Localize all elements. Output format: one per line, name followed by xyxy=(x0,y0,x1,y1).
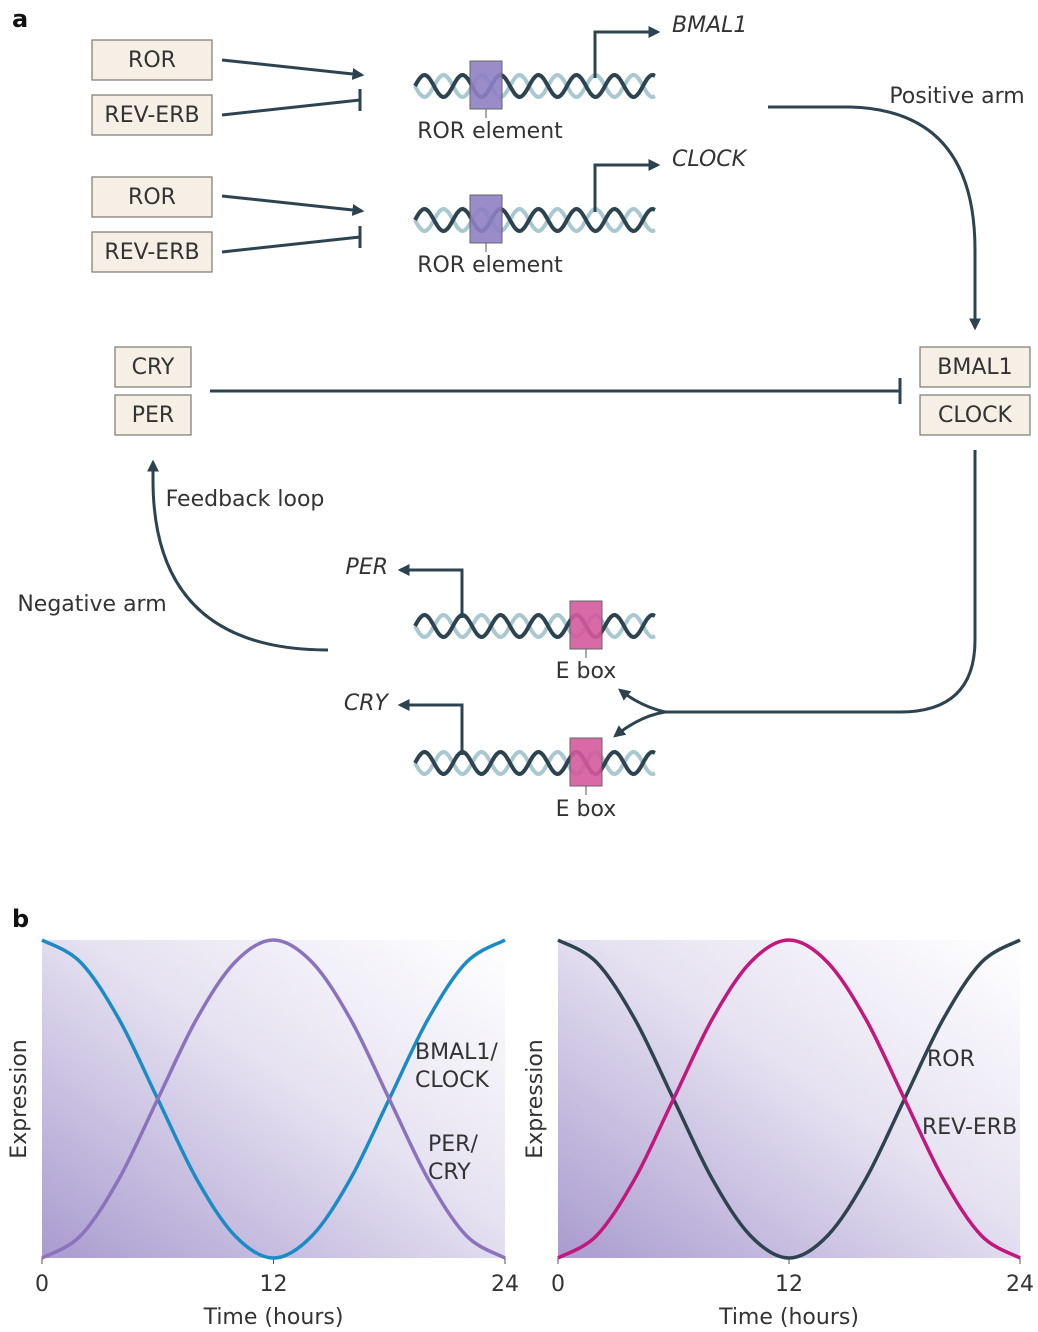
gene-label: CRY xyxy=(344,691,390,716)
series-label: REV-ERB xyxy=(922,1115,1017,1140)
series-label: ROR xyxy=(927,1047,975,1072)
activation-arrow xyxy=(222,60,362,75)
plot-background xyxy=(42,940,505,1258)
x-tick-label: 12 xyxy=(775,1272,803,1297)
panel-label: b xyxy=(12,905,29,933)
gene-arrow xyxy=(400,705,462,755)
panel-label: a xyxy=(12,5,28,33)
y-axis-title: Expression xyxy=(523,1039,548,1158)
ebox-arrow xyxy=(615,712,665,736)
element-label: E box xyxy=(556,797,617,822)
box-label: PER xyxy=(132,403,174,428)
x-axis-title: Time (hours) xyxy=(203,1305,344,1330)
gene-arrow xyxy=(595,165,658,212)
x-axis-title: Time (hours) xyxy=(718,1305,859,1330)
arrows xyxy=(153,32,975,755)
y-axis-title: Expression xyxy=(7,1039,32,1158)
arrow-label: Negative arm xyxy=(17,592,166,617)
binding-element xyxy=(470,195,502,243)
inhibition-arrow xyxy=(222,89,360,115)
element-label: ROR element xyxy=(417,119,563,144)
box-label: CRY xyxy=(132,355,175,380)
gene-arrow xyxy=(400,570,462,618)
x-tick-label: 12 xyxy=(260,1272,288,1297)
figure: a ROR REV-ERB ROR REV-ERB CRY PER BMAL1 … xyxy=(0,0,1038,1332)
clock-path xyxy=(665,450,975,712)
x-tick-label: 24 xyxy=(491,1272,519,1297)
gene-arrow xyxy=(595,32,658,78)
box-label: CLOCK xyxy=(938,403,1013,428)
activation-arrow xyxy=(222,196,362,211)
x-tick-label: 0 xyxy=(551,1272,565,1297)
binding-element xyxy=(570,738,602,786)
gene-label: BMAL1 xyxy=(672,13,747,38)
box-label: BMAL1 xyxy=(937,355,1012,380)
inhibition-arrow xyxy=(222,226,360,252)
ebox-arrow xyxy=(620,690,665,712)
arrow-label: Positive arm xyxy=(889,84,1024,109)
element-label: ROR element xyxy=(417,253,563,278)
arrow-label: Feedback loop xyxy=(166,487,325,512)
inhibition-line xyxy=(210,378,900,404)
dna-layer xyxy=(415,61,655,795)
labels: BMAL1 CLOCK PER CRY ROR element ROR elem… xyxy=(12,13,1025,933)
binding-element xyxy=(470,61,502,109)
box-label: ROR xyxy=(128,185,176,210)
plot-background xyxy=(558,940,1020,1258)
element-label: E box xyxy=(556,659,617,684)
box-label: ROR xyxy=(128,48,176,73)
box-label: REV-ERB xyxy=(104,103,199,128)
line-chart: 0 12 24 Time (hours) Expression ROR REV-ERB xyxy=(523,940,1034,1330)
binding-element xyxy=(570,601,602,649)
x-tick-label: 0 xyxy=(35,1272,49,1297)
positive-arm-arrow xyxy=(768,107,975,328)
gene-label: CLOCK xyxy=(672,147,748,172)
x-tick-label: 24 xyxy=(1006,1272,1034,1297)
box-label: REV-ERB xyxy=(104,240,199,265)
gene-label: PER xyxy=(346,555,388,580)
